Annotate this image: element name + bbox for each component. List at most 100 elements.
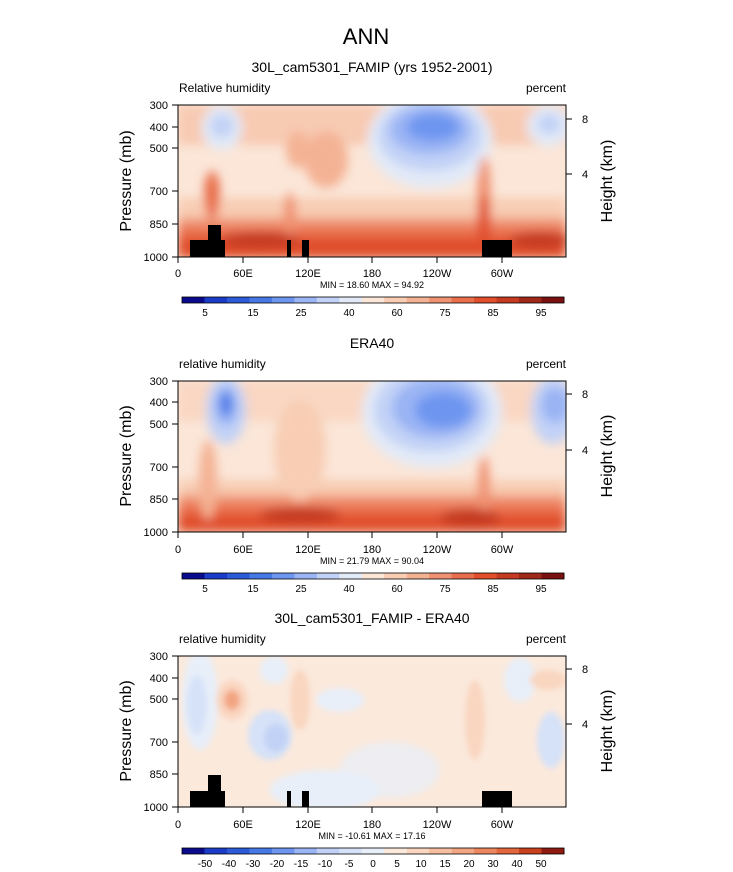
colorbar-label: -15 <box>294 859 309 870</box>
colorbar-swatch <box>204 297 228 303</box>
colorbar-swatch <box>406 297 430 303</box>
y-tick-label: 850 <box>150 494 168 506</box>
colorbar-label: 25 <box>295 308 307 319</box>
colorbar-label: 5 <box>202 584 208 595</box>
colorbar-swatch <box>384 573 408 579</box>
x-tick-label: 0 <box>175 819 181 831</box>
variable-label: Relative humidity <box>179 81 270 95</box>
x-tick-label: 0 <box>175 544 181 556</box>
colorbar-label: 95 <box>535 584 547 595</box>
y2-tick-label: 8 <box>582 664 588 676</box>
colorbar-swatch <box>182 297 205 303</box>
colorbar-swatch <box>316 573 340 579</box>
x-tick-label: 180 <box>363 268 381 280</box>
y-tick-label: 500 <box>150 419 168 431</box>
contour-field <box>178 656 566 807</box>
colorbar-swatch <box>474 297 497 303</box>
colorbar-label: 20 <box>463 859 475 870</box>
colorbar-swatch <box>541 297 565 303</box>
colorbar-label: 75 <box>439 308 451 319</box>
x-tick-label: 60W <box>491 544 514 556</box>
colorbar-swatch <box>361 573 385 579</box>
colorbar-label: 15 <box>247 584 259 595</box>
y-tick-label: 400 <box>150 122 168 134</box>
y-axis-left: 300 400 500 700 850 1000 Pressure (mb) <box>118 651 178 814</box>
colorbar-swatch <box>339 848 363 854</box>
colorbar-swatch <box>519 573 542 579</box>
panel-title: 30L_cam5301_FAMIP (yrs 1952-2001) <box>252 59 493 75</box>
y-tick-label: 1000 <box>144 252 168 264</box>
colorbar-swatch <box>384 848 408 854</box>
x-tick-label: 0 <box>175 268 181 280</box>
y2-axis-title: Height (km) <box>599 415 616 498</box>
colorbar-swatch <box>496 573 520 579</box>
panel-model: 30L_cam5301_FAMIP (yrs 1952-2001) Relati… <box>118 59 616 319</box>
x-tick-label: 120E <box>295 268 321 280</box>
min-max-stats: MIN = -10.61 MAX = 17.16 <box>318 831 425 841</box>
colorbar-swatch <box>496 297 520 303</box>
x-tick-label: 180 <box>363 544 381 556</box>
colorbar-swatch <box>519 297 542 303</box>
y-axis-title: Pressure (mb) <box>118 405 135 506</box>
y-tick-label: 700 <box>150 737 168 749</box>
y2-axis-title: Height (km) <box>599 690 616 773</box>
y-tick-label: 500 <box>150 143 168 155</box>
min-max-stats: MIN = 21.79 MAX = 90.04 <box>320 556 424 566</box>
panel-era40: ERA40 relative humidity percent <box>118 335 616 595</box>
y2-tick-label: 4 <box>582 719 588 731</box>
colorbar-label: 15 <box>439 859 451 870</box>
colorbar-swatch <box>204 573 228 579</box>
y-tick-label: 500 <box>150 694 168 706</box>
x-axis: 0 60E 120E 180 120W 60W <box>175 532 514 556</box>
colorbar-frame <box>181 572 565 580</box>
colorbar-swatch <box>406 573 430 579</box>
variable-label: relative humidity <box>179 357 266 371</box>
variable-label: relative humidity <box>179 632 266 646</box>
units-label: percent <box>526 632 567 646</box>
colorbar-label: 30 <box>487 859 499 870</box>
colorbar-swatch <box>271 573 295 579</box>
y-tick-label: 1000 <box>144 527 168 539</box>
x-tick-label: 120W <box>423 268 452 280</box>
colorbar-frame <box>181 296 565 304</box>
colorbar-swatch <box>294 297 318 303</box>
y2-tick-label: 8 <box>582 114 588 126</box>
colorbar-swatch <box>226 848 250 854</box>
colorbar-swatch <box>451 573 475 579</box>
x-tick-label: 120W <box>423 544 452 556</box>
colorbar-label: 10 <box>415 859 427 870</box>
colorbar-swatch <box>541 848 565 854</box>
y-axis-right: 8 4 Height (km) <box>566 114 616 222</box>
colorbar-swatch <box>294 573 318 579</box>
colorbar-swatch <box>271 297 295 303</box>
y-tick-label: 850 <box>150 219 168 231</box>
figure-title: ANN <box>343 24 389 49</box>
colorbar-label: 60 <box>391 584 403 595</box>
colorbar-label: 40 <box>343 308 355 319</box>
y2-tick-label: 4 <box>582 445 588 457</box>
land-mask <box>190 225 512 257</box>
y-tick-label: 400 <box>150 397 168 409</box>
panel-title: 30L_cam5301_FAMIP - ERA40 <box>274 610 469 626</box>
colorbar-swatch <box>384 297 408 303</box>
colorbar-swatch <box>249 573 273 579</box>
colorbar: 5 15 25 40 60 75 85 95 <box>181 296 565 319</box>
colorbar-swatch <box>429 297 453 303</box>
colorbar-swatch <box>361 297 385 303</box>
colorbar-swatch <box>541 573 565 579</box>
x-axis: 0 60E 120E 180 120W 60W <box>175 807 514 831</box>
colorbar-swatch <box>339 573 363 579</box>
colorbar-swatch <box>294 848 318 854</box>
colorbar-swatch <box>204 848 228 854</box>
y-axis-left: 300 400 500 700 850 1000 Pressure (mb) <box>118 100 178 264</box>
x-tick-label: 60E <box>233 544 253 556</box>
colorbar-label: -50 <box>198 859 213 870</box>
colorbar-label: 85 <box>487 584 499 595</box>
colorbar-label: 5 <box>202 308 208 319</box>
x-tick-label: 60E <box>233 268 253 280</box>
colorbar-swatch <box>474 848 497 854</box>
colorbar-label: 40 <box>343 584 355 595</box>
colorbar-swatch <box>226 297 250 303</box>
colorbar-label: -40 <box>222 859 237 870</box>
colorbar-label: 85 <box>487 308 499 319</box>
